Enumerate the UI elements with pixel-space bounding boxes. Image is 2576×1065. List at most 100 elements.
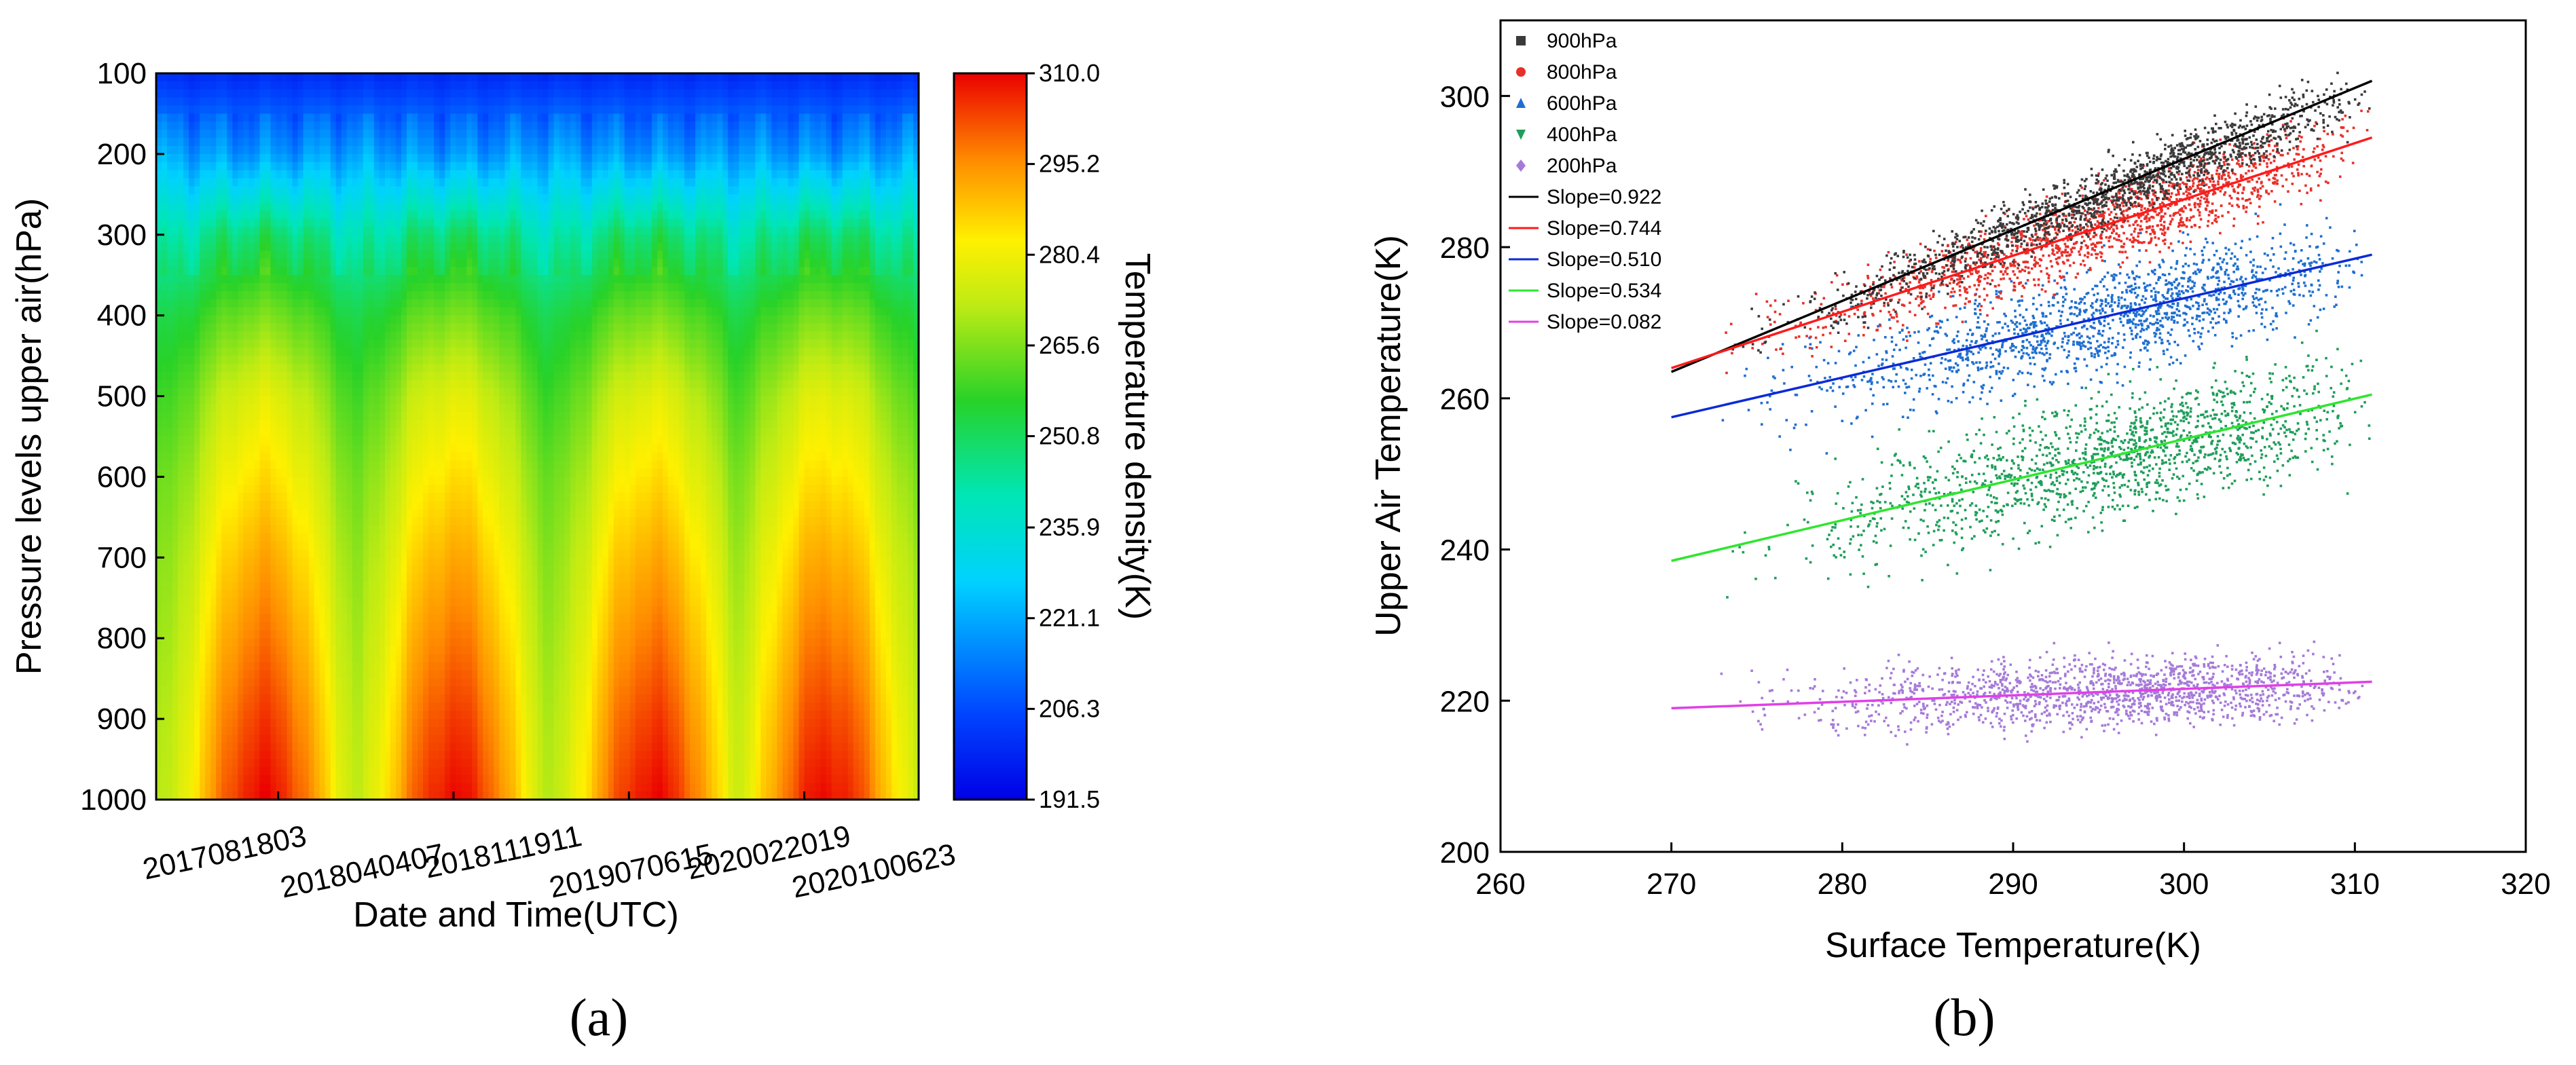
heatmap-cell xyxy=(439,371,445,381)
heatmap-cell xyxy=(227,767,234,777)
heatmap-cell xyxy=(308,525,315,534)
heatmap-cell xyxy=(292,210,299,219)
heatmap-cell xyxy=(221,727,228,736)
heatmap-cell xyxy=(439,81,445,90)
heatmap-cell xyxy=(265,791,272,800)
heatmap-cell xyxy=(352,153,358,163)
heatmap-cell xyxy=(303,646,310,655)
heatmap-cell xyxy=(292,291,299,300)
heatmap-cell xyxy=(341,194,348,204)
heatmap-cell xyxy=(162,767,168,777)
heatmap-cell xyxy=(292,339,299,349)
heatmap-cell xyxy=(167,130,173,138)
heatmap-cell xyxy=(325,291,331,300)
heatmap-cell xyxy=(308,73,315,82)
heatmap-cell xyxy=(384,517,391,526)
heatmap-cell xyxy=(384,468,391,478)
heatmap-cell xyxy=(308,646,315,655)
heatmap-cell xyxy=(292,202,299,211)
heatmap-cell xyxy=(395,170,402,179)
heatmap-cell xyxy=(423,81,429,90)
heatmap-cell xyxy=(368,210,375,219)
heatmap-cell xyxy=(221,694,228,704)
heatmap-cell xyxy=(216,234,223,244)
heatmap-cell xyxy=(456,113,462,123)
heatmap-cell xyxy=(346,234,353,244)
heatmap-cell xyxy=(450,219,456,227)
heatmap-cell xyxy=(406,331,413,341)
heatmap-cell xyxy=(210,614,217,623)
heatmap-cell xyxy=(276,178,282,187)
heatmap-cell xyxy=(172,646,179,655)
heatmap-cell xyxy=(210,404,217,413)
heatmap-cell xyxy=(287,219,293,227)
heatmap-cell xyxy=(162,250,168,260)
heatmap-cell xyxy=(254,719,261,728)
heatmap-cell xyxy=(162,589,168,599)
heatmap-cell xyxy=(210,226,217,236)
heatmap-cell xyxy=(216,194,223,204)
heatmap-cell xyxy=(314,170,320,179)
heatmap-cell xyxy=(210,396,217,405)
heatmap-cell xyxy=(287,767,293,777)
heatmap-cell xyxy=(243,533,250,542)
heatmap-cell xyxy=(210,501,217,510)
heatmap-cell xyxy=(205,379,212,389)
heatmap-cell xyxy=(292,493,299,502)
heatmap-cell xyxy=(238,694,244,704)
heatmap-cell xyxy=(384,97,391,107)
heatmap-cell xyxy=(357,356,364,365)
heatmap-cell xyxy=(346,646,353,655)
heatmap-cell xyxy=(297,468,304,478)
heatmap-cell xyxy=(346,468,353,478)
heatmap-cell xyxy=(352,371,358,381)
heatmap-cell xyxy=(254,412,261,422)
heatmap-cell xyxy=(297,170,304,179)
heatmap-cell xyxy=(357,331,364,341)
heatmap-cell xyxy=(210,727,217,736)
heatmap-cell xyxy=(423,89,429,98)
heatmap-cell xyxy=(450,574,456,582)
heatmap-cell xyxy=(232,210,239,219)
heatmap-cell xyxy=(227,379,234,389)
heatmap-cell xyxy=(227,105,234,115)
heatmap-cell xyxy=(401,97,407,107)
heatmap-cell xyxy=(265,202,272,211)
heatmap-cell xyxy=(189,250,195,260)
heatmap-cell xyxy=(238,234,244,244)
heatmap-cell xyxy=(412,259,418,268)
heatmap-cell xyxy=(276,113,282,123)
heatmap-cell xyxy=(210,130,217,138)
heatmap-cell xyxy=(172,130,179,138)
heatmap-cell xyxy=(330,517,337,526)
heatmap-cell xyxy=(319,388,326,397)
heatmap-cell xyxy=(270,638,277,647)
heatmap-cell xyxy=(259,210,266,219)
heatmap-cell xyxy=(319,711,326,720)
heatmap-cell xyxy=(325,162,331,171)
heatmap-cell xyxy=(243,250,250,260)
heatmap-cell xyxy=(200,97,206,107)
heatmap-cell xyxy=(210,73,217,82)
heatmap-cell xyxy=(363,759,369,768)
heatmap-cell xyxy=(194,307,200,316)
heatmap-cell xyxy=(335,130,342,138)
heatmap-cell xyxy=(450,396,456,405)
heatmap-cell xyxy=(292,105,299,115)
heatmap-cell xyxy=(265,517,272,526)
heatmap-cell xyxy=(346,339,353,349)
heatmap-cell xyxy=(319,694,326,704)
heatmap-cell xyxy=(221,113,228,123)
heatmap-cell xyxy=(243,509,250,518)
heatmap-cell xyxy=(308,662,315,671)
heatmap-cell xyxy=(346,775,353,785)
heatmap-cell xyxy=(259,549,266,559)
heatmap-cell xyxy=(395,477,402,486)
heatmap-cell xyxy=(232,485,239,494)
heatmap-cell xyxy=(243,646,250,655)
heatmap-cell xyxy=(401,614,407,623)
heatmap-cell xyxy=(243,541,250,550)
heatmap-cell xyxy=(325,73,331,82)
heatmap-cell xyxy=(434,734,440,744)
heatmap-cell xyxy=(167,113,173,123)
